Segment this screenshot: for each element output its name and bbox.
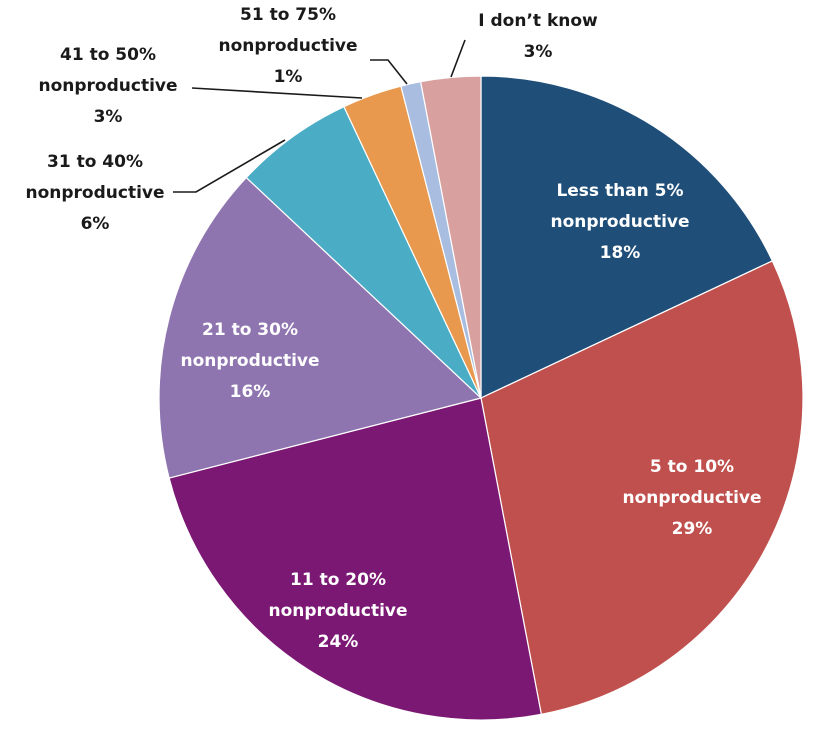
pie-slices (158, 75, 804, 721)
slice-label-3-line2: nonproductive (180, 351, 319, 371)
slice-label-4-line1: 31 to 40% (47, 152, 143, 172)
slice-label-5-line2: nonproductive (38, 76, 177, 96)
slice-labels: Less than 5% nonproductive 18% 5 to 10% nonp… (25, 5, 761, 652)
slice-label-3: 21 to 30% nonproductive 16% (180, 320, 319, 402)
leader-line-6 (370, 59, 408, 85)
slice-label-1-line2: nonproductive (622, 488, 761, 508)
slice-label-6-line1: 51 to 75% (240, 5, 336, 25)
slice-label-7: I don’t know 3% (478, 11, 598, 62)
slice-label-3-pct: 16% (230, 382, 271, 402)
slice-label-2: 11 to 20% nonproductive 24% (268, 570, 407, 652)
slice-label-4-pct: 6% (81, 214, 110, 234)
slice-label-1: 5 to 10% nonproductive 29% (622, 457, 761, 539)
pie-slice-7 (419, 75, 482, 399)
leader-lines (173, 39, 466, 193)
leader-line-4 (173, 139, 286, 193)
leader-line-7 (450, 39, 466, 78)
slice-label-2-pct: 24% (318, 632, 359, 652)
slice-label-6: 51 to 75% nonproductive 1% (218, 5, 357, 87)
pie-slice-3 (158, 176, 483, 479)
slice-label-4-line2: nonproductive (25, 183, 164, 203)
slice-label-6-line2: nonproductive (218, 36, 357, 56)
slice-label-0-pct: 18% (600, 243, 641, 263)
pie-slice-4 (245, 105, 482, 399)
slice-label-0-line2: nonproductive (550, 212, 689, 232)
pie-slice-0 (480, 75, 774, 399)
slice-label-2-line2: nonproductive (268, 601, 407, 621)
slice-label-0-line1: Less than 5% (556, 181, 683, 201)
pie-slice-2 (168, 397, 543, 721)
slice-label-7-line1: I don’t know (478, 11, 598, 31)
slice-label-1-line1: 5 to 10% (650, 457, 734, 477)
slice-label-4: 31 to 40% nonproductive 6% (25, 152, 164, 234)
slice-label-2-line1: 11 to 20% (290, 570, 386, 590)
slice-label-0: Less than 5% nonproductive 18% (550, 181, 689, 263)
pie-slice-1 (480, 260, 804, 716)
slice-label-6-pct: 1% (274, 67, 303, 87)
slice-label-5: 41 to 50% nonproductive 3% (38, 45, 177, 127)
slice-label-7-pct: 3% (524, 42, 553, 62)
slice-label-5-line1: 41 to 50% (60, 45, 156, 65)
slice-label-3-line1: 21 to 30% (202, 320, 298, 340)
leader-line-5 (191, 87, 363, 99)
slice-label-1-pct: 29% (672, 519, 713, 539)
slice-label-5-pct: 3% (94, 107, 123, 127)
